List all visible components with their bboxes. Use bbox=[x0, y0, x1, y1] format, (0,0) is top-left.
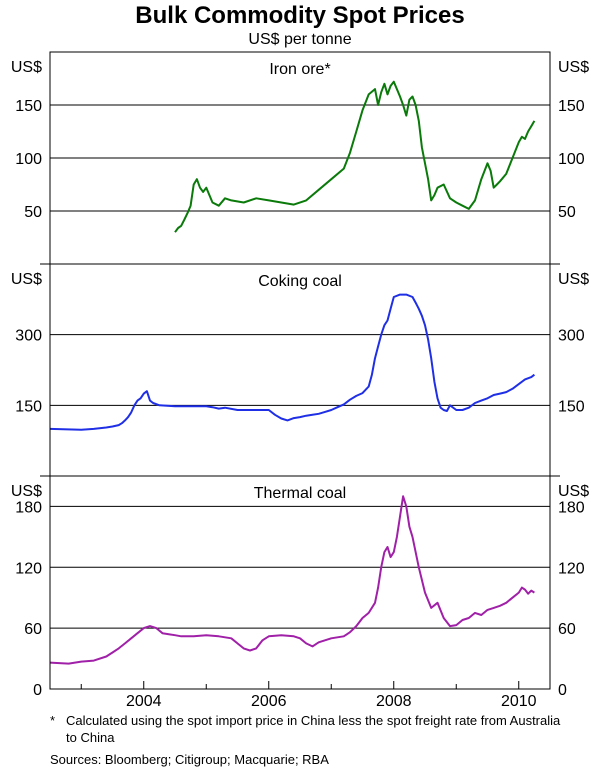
y-tick-label-right: 100 bbox=[558, 151, 585, 168]
chart-layer: 50 50 100 100 150 150 US$ US$ Iron ore* 150 150 300… bbox=[11, 51, 589, 710]
y-tick-label-right: 120 bbox=[558, 560, 585, 577]
y-tick-label-left: 60 bbox=[24, 621, 42, 638]
footnote-marker: * bbox=[50, 713, 56, 728]
unit-label-left: US$ bbox=[11, 59, 42, 76]
y-tick-label-right: 150 bbox=[558, 398, 585, 415]
y-tick-label-left: 150 bbox=[15, 398, 42, 415]
unit-label-left: US$ bbox=[11, 271, 42, 288]
y-tick-label-left: 120 bbox=[15, 560, 42, 577]
y-tick-label-right: 50 bbox=[558, 204, 576, 221]
y-tick-label-left: 100 bbox=[15, 151, 42, 168]
panel-title: Iron ore* bbox=[269, 61, 330, 78]
sources-note: Sources: Bloomberg; Citigroup; Macquarie… bbox=[50, 752, 329, 767]
series-line bbox=[49, 495, 535, 665]
series-line bbox=[174, 80, 536, 233]
y-tick-label-right: 150 bbox=[558, 98, 585, 115]
x-tick-label: 2010 bbox=[501, 693, 537, 710]
y-tick-label-right: 300 bbox=[558, 328, 585, 345]
x-tick-label: 2004 bbox=[126, 693, 162, 710]
unit-label-right: US$ bbox=[558, 483, 589, 500]
x-tick-label: 2006 bbox=[251, 693, 287, 710]
unit-label-left: US$ bbox=[11, 483, 42, 500]
footnote-text: Calculated using the spot import price i… bbox=[66, 713, 561, 745]
footnote: * Calculated using the spot import price … bbox=[50, 712, 570, 746]
unit-label-right: US$ bbox=[558, 59, 589, 76]
chart-title: Bulk Commodity Spot Prices bbox=[135, 2, 465, 29]
panel-title: Thermal coal bbox=[254, 485, 346, 502]
unit-label-right: US$ bbox=[558, 271, 589, 288]
y-tick-label-right: 180 bbox=[558, 499, 585, 516]
plot-frame bbox=[49, 51, 551, 690]
y-tick-label-right: 0 bbox=[558, 682, 567, 699]
y-tick-label-left: 180 bbox=[15, 499, 42, 516]
y-tick-label-left: 300 bbox=[15, 328, 42, 345]
series-line bbox=[49, 293, 536, 431]
y-tick-label-left: 0 bbox=[33, 682, 42, 699]
y-tick-label-left: 150 bbox=[15, 98, 42, 115]
panel-title: Coking coal bbox=[258, 273, 342, 290]
chart-subtitle: US$ per tonne bbox=[248, 31, 352, 48]
y-tick-label-left: 50 bbox=[24, 204, 42, 221]
y-tick-label-right: 60 bbox=[558, 621, 576, 638]
x-tick-label: 2008 bbox=[376, 693, 412, 710]
